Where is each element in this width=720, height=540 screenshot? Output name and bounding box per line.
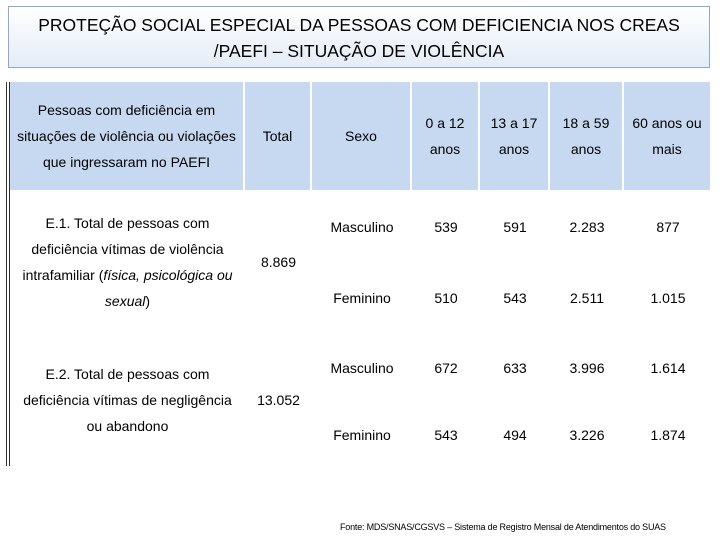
count-cell: 1.614 bbox=[650, 360, 686, 376]
count-cell: 633 bbox=[503, 360, 527, 376]
source-note: Fonte: MDS/SNAS/CGSVS – Sistema de Regis… bbox=[340, 522, 666, 532]
count-cell: 672 bbox=[434, 360, 458, 376]
table-row: E.1. Total de pessoas com deficiência ví… bbox=[10, 190, 712, 309]
label-part: E.1. Total de pessoas com deficiência ví… bbox=[22, 214, 224, 283]
title-line: /PAEFI – SITUAÇÃO DE VIOLÊNCIA bbox=[213, 41, 505, 61]
count-cell: 539 bbox=[434, 218, 458, 235]
label-part: física, psicológica ou sexual bbox=[103, 266, 233, 309]
count-cell: 543 bbox=[503, 290, 527, 306]
sex-cell: Feminino bbox=[333, 290, 391, 306]
table-body: E.1. Total de pessoas com deficiência ví… bbox=[10, 190, 712, 466]
count-cell: 3.226 bbox=[569, 426, 605, 443]
count-cell: 2.283 bbox=[569, 218, 605, 235]
column-header: 60 anos ou mais bbox=[624, 82, 712, 190]
table-row: Feminino 510 543 2.511 1.015 bbox=[10, 263, 712, 333]
table-row: E.2. Total de pessoas com deficiência ví… bbox=[10, 333, 712, 434]
count-cell: 591 bbox=[503, 218, 527, 235]
column-header: Pessoas com deficiência em situações de … bbox=[10, 82, 245, 190]
group-label: E.1. Total de pessoas com deficiência ví… bbox=[10, 190, 245, 333]
column-header: Sexo bbox=[312, 82, 412, 190]
label-part: ) bbox=[145, 292, 151, 309]
count-cell: 510 bbox=[434, 290, 458, 306]
count-cell: 877 bbox=[656, 218, 680, 235]
column-header: Total bbox=[245, 82, 312, 190]
title-line: PROTEÇÃO SOCIAL ESPECIAL DA PESSOAS COM … bbox=[38, 15, 680, 35]
sex-cell: Masculino bbox=[330, 218, 394, 235]
column-header: 18 a 59 anos bbox=[550, 82, 624, 190]
title-box: PROTEÇÃO SOCIAL ESPECIAL DA PESSOAS COM … bbox=[8, 6, 710, 68]
table-row: Feminino 543 494 3.226 1.874 bbox=[10, 403, 712, 466]
sex-cell: Feminino bbox=[333, 426, 391, 443]
count-cell: 494 bbox=[503, 426, 527, 443]
count-cell: 1.874 bbox=[650, 426, 686, 443]
column-header: 0 a 12 anos bbox=[412, 82, 480, 190]
header-row: Pessoas com deficiência em situações de … bbox=[10, 82, 712, 190]
count-cell: 2.511 bbox=[570, 290, 604, 306]
label-part: E.2. Total de pessoas com deficiência ví… bbox=[23, 365, 232, 434]
data-table: Pessoas com deficiência em situações de … bbox=[6, 82, 712, 466]
count-cell: 543 bbox=[434, 426, 458, 443]
group-total: 13.052 bbox=[257, 391, 300, 408]
sex-cell: Masculino bbox=[330, 360, 394, 376]
column-header: 13 a 17 anos bbox=[480, 82, 550, 190]
count-cell: 1.015 bbox=[650, 290, 686, 306]
group-total: 8.869 bbox=[260, 253, 297, 270]
group-label: E.2. Total de pessoas com deficiência ví… bbox=[10, 333, 245, 466]
count-cell: 3.996 bbox=[569, 360, 605, 376]
